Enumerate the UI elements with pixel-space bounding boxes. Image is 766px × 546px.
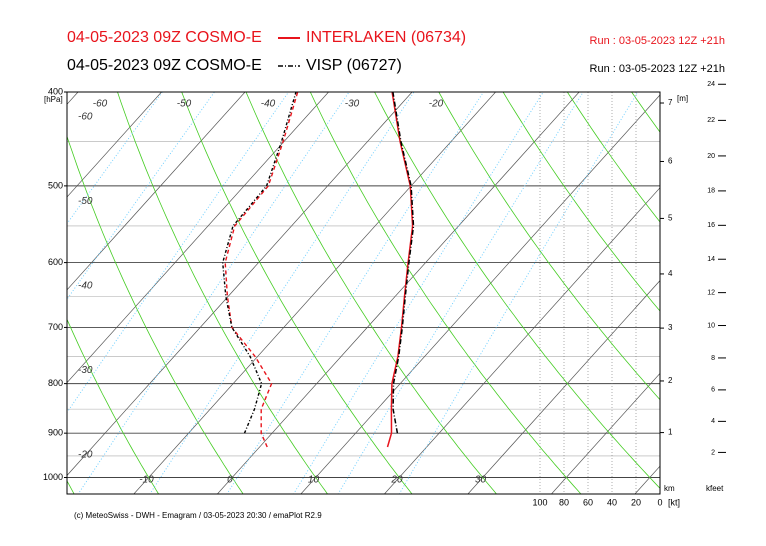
x-tick-label: 0 <box>227 475 233 486</box>
footer: (c) MeteoSwiss - DWH - Emagram / 03-05-2… <box>74 511 322 520</box>
km-unit: km <box>664 484 675 493</box>
dry-adiabat <box>67 135 244 494</box>
kt-tick-label: 100 <box>532 497 547 507</box>
legend-entry: VISP (06727) <box>306 57 402 74</box>
y-tick-label: 700 <box>48 322 63 332</box>
dry-adiabat <box>374 92 660 489</box>
isotherm <box>384 187 660 494</box>
km-tick-label: 3 <box>668 323 673 332</box>
plot-area <box>67 70 766 502</box>
isotherm-label: -50 <box>78 196 93 207</box>
km-tick-label: 7 <box>668 98 673 107</box>
dry-adiabat <box>181 92 413 494</box>
isotherm <box>217 92 580 494</box>
x-tick-label: -10 <box>139 475 154 486</box>
isotherm <box>300 94 660 494</box>
dewpoint-profile <box>224 92 299 448</box>
kt-tick-label: 80 <box>559 497 569 507</box>
kfeet-tick-label: 18 <box>707 188 715 195</box>
kt-tick-label: 60 <box>583 497 593 507</box>
temperature-profile <box>386 92 414 448</box>
kfeet-tick-label: 16 <box>707 222 715 229</box>
kfeet-tick-label: 4 <box>711 418 715 425</box>
mixing-ratio-line <box>149 92 415 494</box>
isotherm <box>467 280 660 494</box>
km-tick-label: 4 <box>668 269 673 278</box>
isotherm-label: -40 <box>78 281 93 292</box>
isotherm <box>67 92 79 105</box>
legend-entry: INTERLAKEN (06734) <box>306 29 466 46</box>
kfeet-tick-label: 12 <box>707 289 715 296</box>
model-title: 04-05-2023 09Z COSMO-E <box>67 29 262 46</box>
top-label: -40 <box>261 99 276 110</box>
top-label: -50 <box>177 99 192 110</box>
y-tick-label: 800 <box>48 378 63 388</box>
run-info: Run : 03-05-2023 12Z +21h <box>590 63 725 75</box>
km-tick-label: 5 <box>668 214 673 223</box>
isotherm <box>67 92 246 291</box>
kt-tick-label: 20 <box>631 497 641 507</box>
kfeet-tick-label: 10 <box>707 322 715 329</box>
run-info: Run : 03-05-2023 12Z +21h <box>590 35 725 47</box>
y-tick-label: 500 <box>48 180 63 190</box>
kt-tick-label: 0 <box>657 497 662 507</box>
kfeet-tick-label: 6 <box>711 387 715 394</box>
dry-adiabat <box>438 92 660 401</box>
y-axis-label: [hPa] <box>44 95 63 104</box>
kfeet-tick-label: 2 <box>711 449 715 456</box>
dry-adiabat <box>309 92 582 494</box>
isotherm <box>634 465 660 494</box>
isotherm <box>67 92 162 198</box>
kt-tick-label: 40 <box>607 497 617 507</box>
kfeet-tick-label: 20 <box>707 153 715 160</box>
mixing-ratio-line <box>67 92 215 300</box>
dry-adiabat <box>245 92 498 494</box>
dry-adiabat <box>566 92 660 223</box>
plot-frame <box>66 91 661 495</box>
isotherm-label: -30 <box>78 365 93 376</box>
isotherm <box>133 92 496 494</box>
kfeet-unit: kfeet <box>706 484 724 493</box>
isotherm <box>551 372 660 494</box>
y-tick-label: 600 <box>48 257 63 267</box>
mixing-ratio-line <box>77 92 350 494</box>
top-label: -60 <box>93 99 108 110</box>
top-label: -20 <box>429 99 444 110</box>
isotherm <box>67 92 329 384</box>
top-label: -30 <box>345 99 360 110</box>
x-tick-label: 20 <box>390 475 403 486</box>
km-label: [m] <box>677 94 688 103</box>
dry-adiabat <box>744 70 766 502</box>
y-tick-label: 400 <box>48 86 63 96</box>
isotherm <box>67 92 413 476</box>
model-title: 04-05-2023 09Z COSMO-E <box>67 57 262 74</box>
kt-unit: [kt] <box>668 497 680 507</box>
mixing-ratio-line <box>337 92 584 494</box>
mixing-ratio-line <box>226 92 485 494</box>
km-tick-label: 2 <box>668 376 673 385</box>
mixing-ratio-line <box>293 92 544 494</box>
x-tick-label: 10 <box>308 475 320 486</box>
mixing-ratio-line <box>67 92 290 414</box>
kfeet-tick-label: 22 <box>707 117 715 124</box>
dry-adiabat <box>117 92 328 494</box>
kfeet-tick-label: 8 <box>711 355 715 362</box>
mixing-ratio-line <box>398 92 639 494</box>
mixing-ratio-line <box>67 92 163 225</box>
kfeet-tick-label: 24 <box>707 81 715 88</box>
y-tick-label: 900 <box>48 428 63 438</box>
km-tick-label: 6 <box>668 157 673 166</box>
x-tick-label: 30 <box>475 475 487 486</box>
km-tick-label: 1 <box>668 428 673 437</box>
y-tick-label: 1000 <box>43 472 63 482</box>
isotherm-label: -60 <box>78 112 93 123</box>
dry-adiabat <box>67 318 160 494</box>
isotherm-label: -20 <box>78 450 93 461</box>
dry-adiabat <box>502 92 660 312</box>
kfeet-tick-label: 14 <box>707 256 715 263</box>
dry-adiabat <box>680 70 766 502</box>
temperature-profile <box>392 92 415 434</box>
